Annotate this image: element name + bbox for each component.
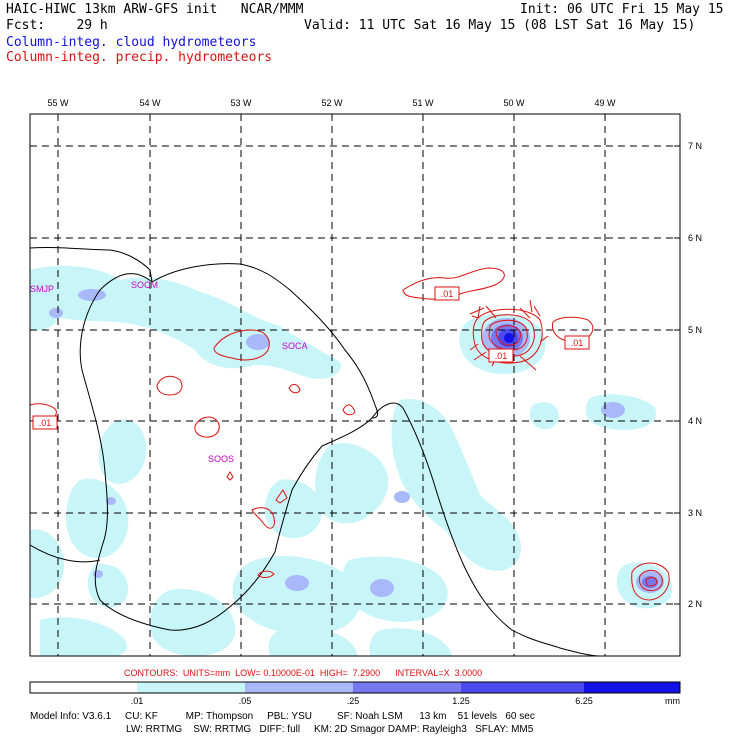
- lat-lon-grid: [30, 114, 680, 656]
- colorbar-bin: [137, 682, 245, 693]
- colorbar-tick: 6.25: [575, 696, 593, 706]
- forecast-hour: Fcst: 29 h: [6, 18, 108, 34]
- lat-label: 5 N: [688, 325, 702, 335]
- colorbar-bin: [584, 682, 680, 693]
- contour-label: .01: [495, 351, 508, 361]
- coastline: [30, 246, 601, 656]
- colorbar-units: mm: [665, 696, 680, 706]
- lat-label: 7 N: [688, 141, 702, 151]
- model-info-line2: LW: RRTMG SW: RRTMG DIFF: full KM: 2D Sm…: [126, 724, 534, 735]
- valid-time: Valid: 11 UTC Sat 16 May 15 (08 LST Sat …: [304, 18, 696, 33]
- contour-label: .01: [39, 418, 52, 428]
- station-smjp: SMJP: [30, 284, 54, 294]
- station-soca: SOCA: [282, 341, 308, 351]
- field-precip-legend: Column-integ. precip. hydrometeors: [6, 50, 273, 65]
- lon-label: 52 W: [321, 98, 343, 108]
- station-soos: SOOS: [208, 454, 234, 464]
- lat-label: 6 N: [688, 233, 702, 243]
- map-frame: [29, 113, 681, 657]
- station-socm: SOCM: [131, 280, 158, 290]
- lat-label: 4 N: [688, 416, 702, 426]
- lon-label: 49 W: [594, 98, 616, 108]
- forecast-label: Fcst:: [6, 18, 46, 33]
- contour-info: CONTOURS: UNITS=mm LOW= 0.10000E-01 HIGH…: [124, 668, 482, 678]
- colorbar-tick: .25: [347, 696, 360, 706]
- colorbar-bin: [245, 682, 353, 693]
- colorbar-tick: .05: [239, 696, 252, 706]
- colorbar-bin: [461, 682, 584, 693]
- cloud-shading: [30, 265, 673, 656]
- colorbar-tick: 1.25: [452, 696, 470, 706]
- contour-label: .01: [571, 338, 584, 348]
- forecast-value: 29 h: [76, 18, 108, 33]
- colorbar: .01 .05 .25 1.25 6.25 mm: [29, 681, 681, 706]
- lon-label: 53 W: [230, 98, 252, 108]
- colorbar-tick: .01: [131, 696, 144, 706]
- chart-title: HAIC-HIWC 13km ARW-GFS init NCAR/MMM: [6, 2, 304, 17]
- field-cloud-legend: Column-integ. cloud hydrometeors: [6, 35, 257, 50]
- colorbar-bin: [353, 682, 461, 693]
- init-time: Init: 06 UTC Fri 15 May 15: [520, 2, 724, 17]
- colorbar-bin: [30, 682, 137, 693]
- lat-ticks: [674, 145, 680, 605]
- contour-label-boxes: [32, 286, 590, 430]
- model-info-line1: Model Info: V3.6.1 CU: KF MP: Thompson P…: [30, 711, 535, 722]
- lon-label: 50 W: [503, 98, 525, 108]
- lat-label: 3 N: [688, 508, 702, 518]
- contour-label: .01: [441, 289, 454, 299]
- lat-labels: 7 N 6 N 5 N 4 N 3 N 2 N: [688, 141, 702, 609]
- lat-label: 2 N: [688, 599, 702, 609]
- station-labels: SMJP SOCM SOCA SOOS: [30, 280, 308, 464]
- lon-label: 55 W: [47, 98, 69, 108]
- lon-ticks: [57, 114, 606, 120]
- lon-label: 54 W: [139, 98, 161, 108]
- lon-label: 51 W: [412, 98, 434, 108]
- lon-labels: 55 W 54 W 53 W 52 W 51 W 50 W 49 W: [47, 98, 616, 108]
